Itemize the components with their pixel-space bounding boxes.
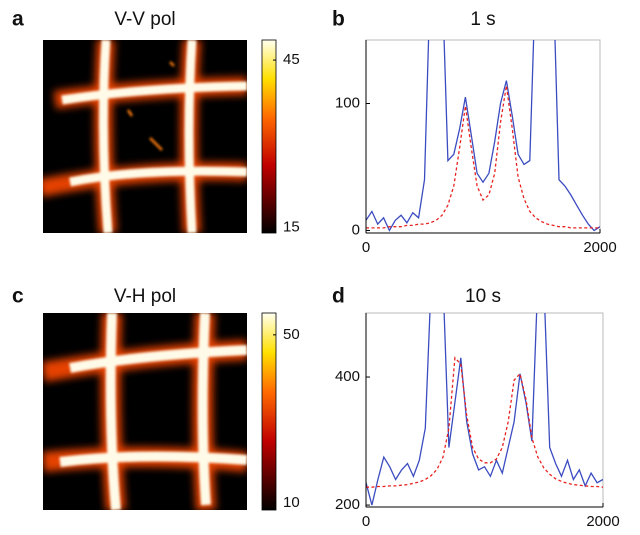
colorbar-tick-label: 15 [283,218,300,235]
chart-title: 10 s [465,286,501,307]
chart-title: V-H pol [114,286,176,307]
panel-label: b [332,8,345,31]
plot-area [365,39,601,234]
x-tick-label: 2000 [583,239,616,256]
colorbar-tick-label: 50 [283,326,300,343]
panel-label: c [12,285,24,308]
colorbar [261,39,277,234]
heatmap-image [43,40,247,233]
colorbar [261,312,277,511]
data-line [366,40,600,232]
chart-title: 1 s [470,9,495,30]
colorbar-tick-label: 45 [283,51,300,68]
panel-label: a [12,8,24,31]
x-tick-label: 0 [362,239,370,256]
x-tick-label: 2000 [586,513,619,530]
chart-title: V-V pol [114,9,175,30]
colorbar-tick-label: 10 [283,494,300,511]
data-line [366,356,603,488]
y-tick-label: 400 [335,368,360,385]
data-line [366,313,603,506]
plot-area [365,312,604,508]
y-tick-label: 100 [335,94,360,111]
data-line [366,85,600,229]
panel-label: d [332,285,345,308]
y-tick-label: 200 [335,496,360,513]
x-tick-label: 0 [362,513,370,530]
y-tick-label: 0 [352,221,360,238]
heatmap-image [43,313,247,510]
